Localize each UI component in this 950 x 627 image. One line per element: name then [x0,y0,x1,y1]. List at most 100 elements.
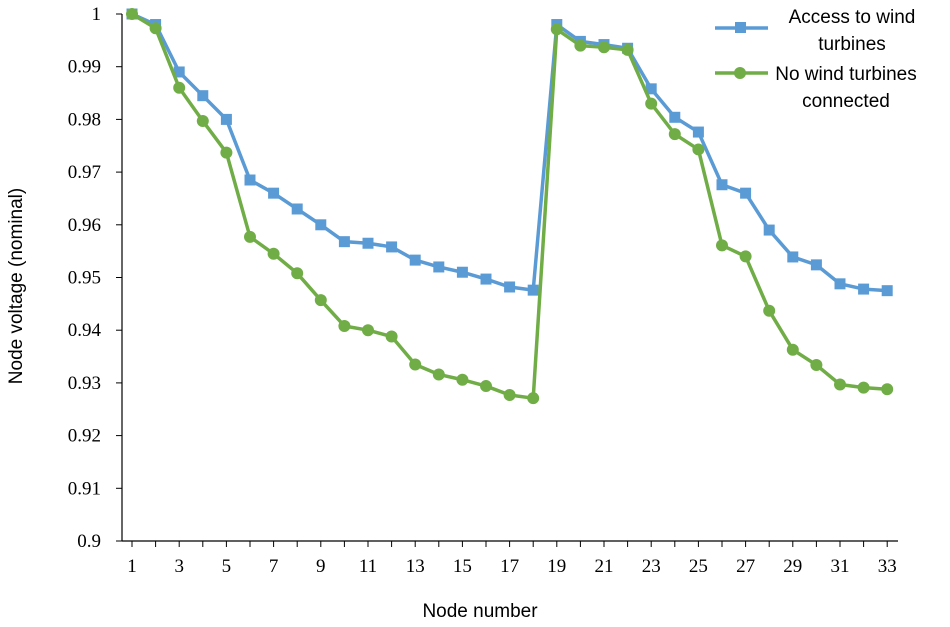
data-point [314,294,327,307]
data-point [291,267,304,280]
data-point [197,90,209,102]
x-tick-label: 31 [831,556,850,577]
data-point [550,23,563,36]
x-tick-label: 23 [642,556,661,577]
series-access-to-wind-turbines [126,8,893,297]
data-point [362,324,374,337]
x-tick-label: 9 [316,556,326,577]
data-point [244,174,256,186]
data-point [834,378,846,391]
data-point [574,39,587,52]
data-point [527,392,540,405]
data-point [196,114,209,127]
x-tick-label: 17 [500,556,519,577]
legend-label-line-2: connected [802,91,890,112]
data-point [739,250,752,263]
data-point [763,304,776,317]
data-point [881,383,894,396]
data-point [645,97,658,110]
y-tick-label: 0.91 [68,478,101,499]
data-point [386,241,398,253]
data-point [810,259,822,271]
data-point [527,284,539,296]
data-point [385,330,398,343]
y-tick-label: 1 [92,4,102,25]
data-point [786,343,799,356]
data-point [244,230,256,243]
data-point [810,358,823,371]
legend-label-line-2: turbines [818,34,886,55]
y-tick-label: 0.98 [68,109,101,130]
data-point [315,219,327,231]
legend: Access to wind turbines No wind turbines… [715,7,917,112]
legend-label-line-1: Access to wind [789,7,916,28]
data-point [456,373,469,386]
x-tick-label: 5 [222,556,232,577]
data-point [621,43,634,56]
data-point [433,261,445,273]
data-point [409,254,421,266]
y-tick-label: 0.99 [68,57,101,78]
data-point [692,143,705,156]
data-point [763,224,775,236]
data-point [645,83,657,95]
data-point [268,187,280,199]
x-tick-label: 27 [736,556,755,577]
x-ticks: 1 3 5 7 9 11 13 15 17 19 21 23 25 27 29 31 33 [127,541,897,577]
y-tick-label: 0.94 [68,320,102,341]
data-point [692,126,704,138]
data-point [173,81,186,94]
data-point [173,66,185,78]
y-tick-label: 0.96 [68,215,101,236]
data-point [503,389,516,402]
data-point [409,358,422,371]
series-line [131,12,888,400]
x-tick-label: 29 [783,556,802,577]
y-tick-label: 0.9 [77,531,101,552]
data-point [834,278,846,290]
y-tick-label: 0.92 [68,426,101,447]
data-point [669,111,681,123]
y-tick-label: 0.95 [68,268,101,289]
data-point [857,381,870,394]
series-no-wind-turbines-connected [126,8,894,405]
x-tick-label: 21 [595,556,614,577]
legend-label-line-1: No wind turbines [775,64,917,85]
data-point [480,273,492,285]
legend-swatch-marker [735,22,746,33]
x-tick-label: 13 [406,556,425,577]
y-tick-label: 0.97 [68,162,101,183]
data-point [220,113,232,125]
data-point [858,283,870,295]
data-point [881,285,893,297]
data-point [432,368,445,381]
axes [121,14,898,542]
x-tick-label: 25 [689,556,708,577]
legend-item-no-wind-turbines-connected: No wind turbines connected [715,64,917,112]
data-point [149,22,162,35]
data-point [716,239,728,252]
data-point [716,179,728,191]
y-tick-label: 0.93 [68,373,101,394]
data-point [338,319,351,332]
legend-item-access-to-wind-turbines: Access to wind turbines [715,7,915,55]
data-point [126,8,138,20]
data-point [456,266,468,278]
data-point [362,237,374,249]
data-point [338,236,350,248]
x-tick-label: 3 [174,556,184,577]
y-ticks: 0.9 0.91 0.92 0.93 0.94 0.95 0.96 0.97 0.98 0.99 1 [68,4,122,552]
data-point [740,187,752,199]
x-tick-label: 1 [127,556,137,577]
data-point [504,281,516,293]
series-line [131,12,888,293]
x-tick-label: 19 [547,556,566,577]
y-axis-label: Node voltage (nominal) [6,188,27,384]
data-point [668,128,681,141]
data-point [787,251,799,263]
series [126,8,894,405]
data-point [267,247,280,260]
x-tick-label: 11 [359,556,377,577]
x-axis-label: Node number [422,601,538,622]
